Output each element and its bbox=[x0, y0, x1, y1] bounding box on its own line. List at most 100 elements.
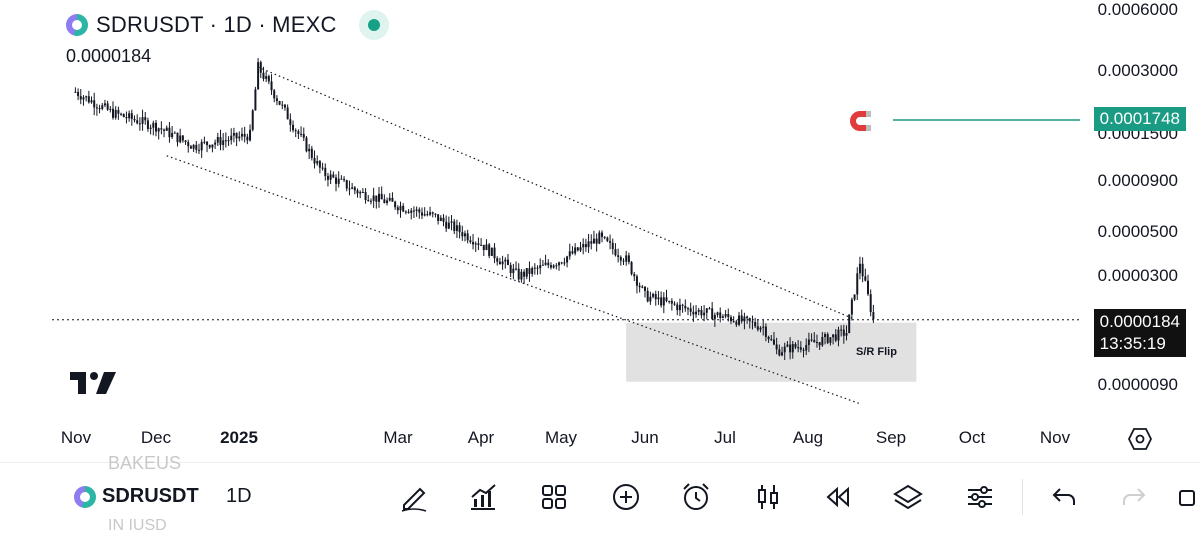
candle-body bbox=[595, 238, 598, 244]
candle bbox=[864, 268, 867, 282]
settings-sliders-icon[interactable] bbox=[964, 481, 996, 513]
alert-price-tag[interactable]: 0.0001748 bbox=[1093, 107, 1186, 131]
candle bbox=[386, 197, 389, 206]
candle-body bbox=[848, 314, 851, 334]
timeframe-button[interactable]: 1D bbox=[226, 485, 252, 507]
candle bbox=[533, 263, 536, 275]
candle bbox=[270, 74, 273, 95]
candle-body bbox=[300, 133, 303, 135]
candle-body bbox=[369, 200, 372, 202]
candle-body bbox=[563, 262, 566, 264]
candle-body bbox=[762, 326, 765, 328]
market-status-icon[interactable] bbox=[358, 10, 389, 40]
candle-body bbox=[837, 329, 840, 341]
candle-body bbox=[840, 329, 843, 331]
candle-body bbox=[286, 107, 289, 120]
candle bbox=[719, 307, 722, 323]
candle bbox=[122, 113, 125, 118]
candle bbox=[125, 111, 128, 124]
symbol-title[interactable]: SDRUSDT · 1D · MEXC bbox=[96, 12, 337, 37]
candle-body bbox=[662, 297, 665, 306]
candle bbox=[721, 314, 724, 319]
candle-body bbox=[297, 131, 300, 134]
candle-body bbox=[856, 273, 859, 295]
replay-icon[interactable] bbox=[822, 481, 854, 513]
candle-body bbox=[345, 180, 348, 189]
candle-body bbox=[789, 344, 792, 353]
candle bbox=[641, 285, 644, 289]
candle-body bbox=[740, 315, 743, 322]
candle-body bbox=[106, 103, 109, 110]
candle-body bbox=[179, 135, 182, 143]
candle-body bbox=[657, 297, 660, 300]
candle-body bbox=[453, 221, 456, 231]
candle bbox=[657, 290, 660, 305]
candle-body bbox=[738, 315, 741, 325]
candle bbox=[469, 236, 472, 244]
candle bbox=[805, 338, 808, 356]
candle bbox=[208, 144, 211, 149]
candle-body bbox=[351, 187, 354, 189]
undo-icon[interactable] bbox=[1048, 481, 1080, 513]
channel-upper-line bbox=[257, 66, 855, 320]
candle-body bbox=[262, 72, 265, 79]
candle-body bbox=[418, 209, 421, 213]
indicators-icon[interactable] bbox=[467, 481, 499, 513]
candle-body bbox=[826, 334, 829, 343]
candle bbox=[211, 144, 214, 153]
add-icon[interactable] bbox=[610, 481, 642, 513]
candle bbox=[120, 112, 123, 116]
candle bbox=[318, 160, 321, 174]
price-chart[interactable] bbox=[0, 0, 1200, 460]
candle-body bbox=[533, 267, 536, 269]
candle bbox=[536, 265, 539, 275]
candle-body bbox=[396, 207, 399, 211]
candle-body bbox=[257, 62, 260, 90]
candle bbox=[415, 206, 418, 217]
candle bbox=[638, 282, 641, 293]
candle bbox=[378, 186, 381, 208]
candle-body bbox=[754, 322, 757, 327]
candle-body bbox=[574, 247, 577, 254]
magnet-icon[interactable] bbox=[848, 108, 874, 134]
last-value: 0.0000184 bbox=[66, 46, 152, 66]
candle bbox=[778, 344, 781, 357]
candle-body bbox=[463, 233, 466, 237]
candle-body bbox=[555, 265, 558, 267]
candle-body bbox=[378, 193, 381, 202]
candle bbox=[461, 225, 464, 241]
candle-body bbox=[815, 342, 818, 344]
layers-icon[interactable] bbox=[892, 481, 924, 513]
candle-body bbox=[439, 217, 442, 221]
alarm-clock-icon[interactable] bbox=[680, 481, 712, 513]
layouts-icon[interactable] bbox=[538, 481, 570, 513]
candle-body bbox=[270, 81, 273, 91]
symbol-selector[interactable]: SDRUSDT bbox=[74, 485, 199, 508]
candle bbox=[759, 326, 762, 333]
pencil-icon[interactable] bbox=[398, 481, 430, 513]
candle-body bbox=[482, 244, 485, 251]
descending-channel bbox=[166, 66, 861, 405]
candle-body bbox=[472, 241, 475, 245]
candle bbox=[356, 188, 359, 198]
candle-body bbox=[829, 337, 832, 343]
candle bbox=[394, 200, 397, 210]
candle-body bbox=[665, 297, 668, 301]
candle bbox=[552, 264, 555, 269]
candle bbox=[294, 128, 297, 138]
candle-body bbox=[627, 255, 630, 263]
candle bbox=[200, 139, 203, 158]
candle-body bbox=[751, 321, 754, 323]
redo-icon[interactable] bbox=[1118, 481, 1150, 513]
candle bbox=[845, 325, 848, 341]
candle-body bbox=[206, 141, 209, 146]
candle bbox=[517, 263, 520, 282]
candlestick-icon[interactable] bbox=[752, 481, 784, 513]
candle bbox=[531, 266, 534, 277]
candle bbox=[842, 324, 845, 344]
chart-settings-icon[interactable] bbox=[1128, 428, 1152, 450]
candle-body bbox=[501, 261, 504, 265]
more-icon[interactable] bbox=[1178, 481, 1200, 513]
candle-body bbox=[410, 210, 413, 213]
candle bbox=[571, 246, 574, 255]
